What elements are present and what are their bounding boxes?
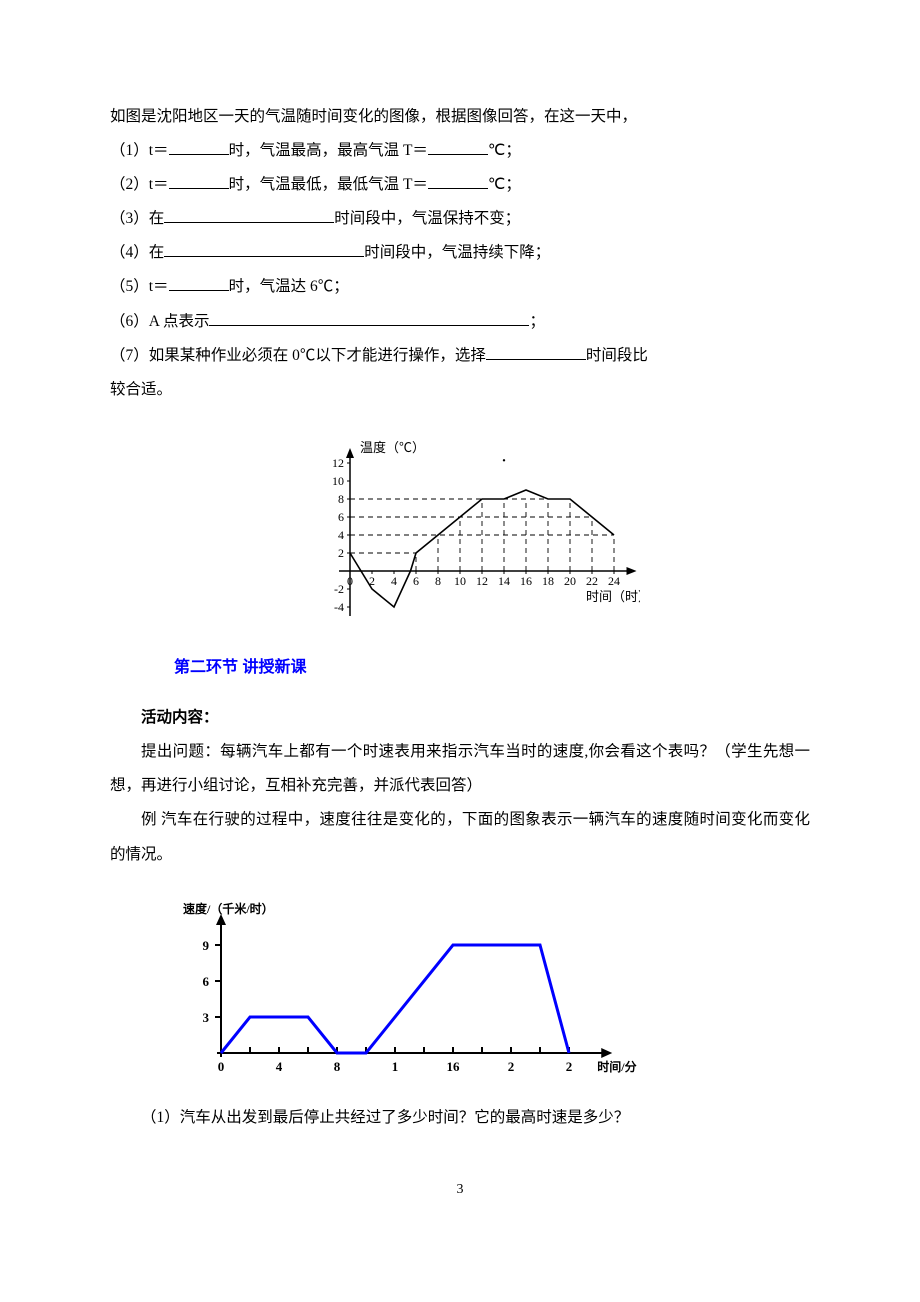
svg-text:6: 6 xyxy=(203,974,210,989)
q2-mid: 时，气温最低，最低气温 T＝ xyxy=(229,176,428,193)
blank xyxy=(486,343,586,360)
speed-chart-svg: 3 6 9 0 4 8 1 16 2 2 速度/（千米/时） 时间/分 xyxy=(161,878,641,1088)
q6-prefix: （6）A 点表示 xyxy=(110,313,209,330)
activity-label: 活动内容： xyxy=(110,701,810,735)
final-question: （1）汽车从出发到最后停止共经过了多少时间？它的最高时速是多少？ xyxy=(110,1101,810,1135)
blank xyxy=(164,207,334,224)
page: 如图是沈阳地区一天的气温随时间变化的图像，根据图像回答，在这一天中， （1）t＝… xyxy=(0,0,920,1246)
q1-mid: 时，气温最高，最高气温 T＝ xyxy=(229,142,428,159)
blank xyxy=(428,139,488,156)
question-3: （3）在 时间段中，气温保持不变； xyxy=(110,202,810,236)
speed-chart: 3 6 9 0 4 8 1 16 2 2 速度/（千米/时） 时间/分 xyxy=(161,878,810,1101)
svg-text:24: 24 xyxy=(608,574,620,588)
svg-text:时间（时）: 时间（时） xyxy=(586,589,640,604)
blank xyxy=(209,309,529,326)
svg-text:14: 14 xyxy=(498,574,510,588)
question-7-line2: 较合适。 xyxy=(110,373,810,407)
svg-text:8: 8 xyxy=(338,492,344,506)
page-number: 3 xyxy=(110,1175,810,1206)
svg-text:时间/分: 时间/分 xyxy=(597,1059,636,1074)
question-5: （5）t＝ 时，气温达 6℃； xyxy=(110,270,810,304)
svg-text:20: 20 xyxy=(564,574,576,588)
svg-text:3: 3 xyxy=(203,1010,210,1025)
svg-text:2: 2 xyxy=(338,546,344,560)
intro-text: 如图是沈阳地区一天的气温随时间变化的图像，根据图像回答，在这一天中， xyxy=(110,100,810,134)
q2-suffix: ℃； xyxy=(488,176,521,193)
svg-text:12: 12 xyxy=(476,574,488,588)
q3-suffix: 时间段中，气温保持不变； xyxy=(334,210,520,227)
q3-prefix: （3）在 xyxy=(110,210,164,227)
svg-text:4: 4 xyxy=(276,1059,283,1074)
svg-text:22: 22 xyxy=(586,574,598,588)
q4-prefix: （4）在 xyxy=(110,244,164,261)
question-2: （2）t＝ 时，气温最低，最低气温 T＝ ℃； xyxy=(110,168,810,202)
svg-text:16: 16 xyxy=(520,574,532,588)
svg-text:16: 16 xyxy=(447,1059,461,1074)
svg-text:18: 18 xyxy=(542,574,554,588)
svg-text:温度（℃）: 温度（℃） xyxy=(360,440,425,455)
question-7-line1: （7）如果某种作业必须在 0℃以下才能进行操作，选择 时间段比 xyxy=(110,339,810,373)
q4-suffix: 时间段中，气温持续下降； xyxy=(364,244,550,261)
q5-suffix: 时，气温达 6℃； xyxy=(229,278,349,295)
q1-prefix: （1）t＝ xyxy=(110,142,169,159)
blank xyxy=(169,173,229,190)
svg-text:12: 12 xyxy=(332,456,344,470)
paragraph-example: 例 汽车在行驶的过程中，速度往往是变化的，下面的图象表示一辆汽车的速度随时间变化… xyxy=(110,803,810,871)
svg-text:2: 2 xyxy=(566,1059,573,1074)
svg-text:10: 10 xyxy=(332,474,344,488)
blank xyxy=(169,275,229,292)
svg-text:10: 10 xyxy=(454,574,466,588)
svg-text:0: 0 xyxy=(347,574,353,588)
q1-suffix: ℃； xyxy=(488,142,521,159)
svg-text:1: 1 xyxy=(392,1059,399,1074)
q6-suffix: ； xyxy=(529,313,545,330)
svg-text:-2: -2 xyxy=(334,582,344,596)
question-1: （1）t＝ 时，气温最高，最高气温 T＝ ℃； xyxy=(110,134,810,168)
svg-text:6: 6 xyxy=(338,510,344,524)
svg-text:6: 6 xyxy=(413,574,419,588)
blank xyxy=(164,241,364,258)
section-heading: 第二环节 讲授新课 xyxy=(174,650,810,685)
question-6: （6）A 点表示 ； xyxy=(110,305,810,339)
svg-text:9: 9 xyxy=(203,938,210,953)
svg-text:4: 4 xyxy=(391,574,397,588)
svg-text:4: 4 xyxy=(338,528,344,542)
svg-text:-4: -4 xyxy=(334,600,344,614)
question-4: （4）在 时间段中，气温持续下降； xyxy=(110,236,810,270)
svg-text:8: 8 xyxy=(435,574,441,588)
blank xyxy=(169,139,229,156)
svg-text:速度/（千米/时）: 速度/（千米/时） xyxy=(183,901,274,916)
q7-mid: 时间段比 xyxy=(586,347,648,364)
q7-prefix: （7）如果某种作业必须在 0℃以下才能进行操作，选择 xyxy=(110,347,486,364)
svg-text:8: 8 xyxy=(334,1059,341,1074)
blank xyxy=(428,173,488,190)
q5-prefix: （5）t＝ xyxy=(110,278,169,295)
temperature-chart-svg: -4-224681012024681012141618202224温度（℃）时间… xyxy=(280,421,640,631)
svg-text:2: 2 xyxy=(508,1059,515,1074)
svg-text:0: 0 xyxy=(218,1059,225,1074)
paragraph-question: 提出问题：每辆汽车上都有一个时速表用来指示汽车当时的速度,你会看这个表吗？（学生… xyxy=(110,735,810,803)
temperature-chart: -4-224681012024681012141618202224温度（℃）时间… xyxy=(110,421,810,644)
q2-prefix: （2）t＝ xyxy=(110,176,169,193)
